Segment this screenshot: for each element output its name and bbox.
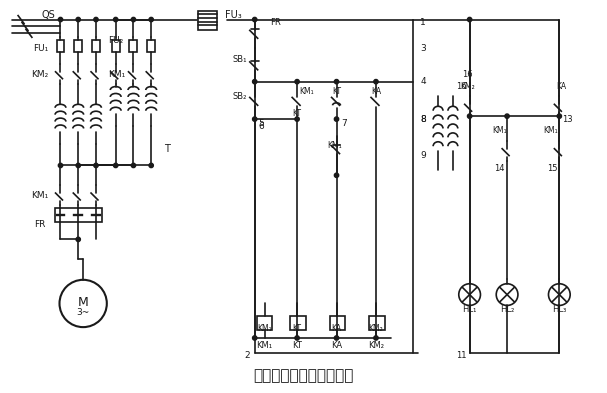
Text: 2: 2 [244,351,249,360]
Circle shape [253,117,257,121]
Text: 7: 7 [342,119,347,128]
Text: 8: 8 [420,115,426,124]
Bar [369,316,385,330]
Circle shape [94,163,98,167]
Circle shape [467,17,472,22]
Circle shape [295,79,299,84]
Bar [197,11,217,30]
Circle shape [94,17,98,22]
Text: KA: KA [371,87,381,96]
Circle shape [334,79,339,84]
Text: KM₁: KM₁ [257,323,272,332]
Text: KA: KA [556,82,566,91]
Text: KM₁: KM₁ [32,191,49,200]
Bar [290,316,306,330]
Text: 11: 11 [456,351,467,360]
Text: FU₂: FU₂ [108,36,123,45]
Text: KM₁: KM₁ [257,342,273,350]
Text: 3: 3 [420,44,426,53]
Circle shape [295,336,299,340]
Circle shape [253,79,257,84]
Text: KA: KA [331,323,342,332]
Text: T: T [164,144,170,154]
Circle shape [374,336,378,340]
Circle shape [76,17,80,22]
Text: 14: 14 [494,164,504,173]
Circle shape [76,163,80,167]
Bar [55,208,102,222]
Text: KM₂: KM₂ [32,70,49,79]
Text: KM₁: KM₁ [108,70,125,79]
Text: 16: 16 [456,82,467,91]
Bar [112,40,120,52]
Text: KM₁: KM₁ [492,127,506,136]
Text: QS: QS [42,9,55,20]
Circle shape [114,163,118,167]
Text: 8: 8 [420,115,426,124]
Circle shape [131,163,135,167]
Text: SB₁: SB₁ [232,55,247,64]
Circle shape [253,336,257,340]
Text: 自耦变压器降压控制电路: 自耦变压器降压控制电路 [253,368,353,383]
Text: 5: 5 [259,119,265,128]
Circle shape [505,114,509,118]
Text: KM₁: KM₁ [327,141,342,150]
Bar [257,316,273,330]
Circle shape [149,17,154,22]
Text: KM₂: KM₂ [460,82,475,91]
Circle shape [149,163,154,167]
Text: KT: KT [293,323,302,332]
Text: HL₁: HL₁ [463,305,477,314]
Text: 16: 16 [463,70,473,79]
Text: KM₂: KM₂ [368,342,384,350]
Bar [129,40,137,52]
Text: SB₂: SB₂ [232,92,247,101]
Circle shape [374,79,378,84]
Text: HL₃: HL₃ [552,305,566,314]
Text: KM₂: KM₂ [368,323,384,332]
Circle shape [334,173,339,178]
Text: KM₁: KM₁ [543,127,558,136]
Bar [330,316,345,330]
Circle shape [295,117,299,121]
Circle shape [334,336,339,340]
Text: 1: 1 [420,18,426,27]
Text: 9: 9 [420,151,426,160]
Text: FR: FR [35,220,46,229]
Circle shape [114,17,118,22]
Text: KA: KA [331,342,342,350]
Circle shape [58,163,63,167]
Bar [92,40,100,52]
Bar [74,40,82,52]
Circle shape [253,17,257,22]
Text: KT: KT [332,87,341,96]
Bar [148,40,155,52]
Circle shape [58,17,63,22]
Text: FU₃: FU₃ [225,9,242,20]
Circle shape [334,117,339,121]
Circle shape [76,237,80,242]
Text: 4: 4 [420,77,426,86]
Text: KT: KT [293,109,302,118]
Text: 3~: 3~ [76,308,90,317]
Text: 6: 6 [259,123,265,132]
Text: 13: 13 [562,115,573,124]
Circle shape [557,114,561,118]
Text: M: M [78,296,89,309]
Text: 15: 15 [547,164,558,173]
Circle shape [467,114,472,118]
Circle shape [131,17,135,22]
Bar [56,40,64,52]
Text: HL₂: HL₂ [500,305,514,314]
Text: KM₁: KM₁ [299,87,314,96]
Text: FR: FR [271,18,281,27]
Text: FU₁: FU₁ [33,44,49,53]
Text: KT: KT [292,342,302,350]
